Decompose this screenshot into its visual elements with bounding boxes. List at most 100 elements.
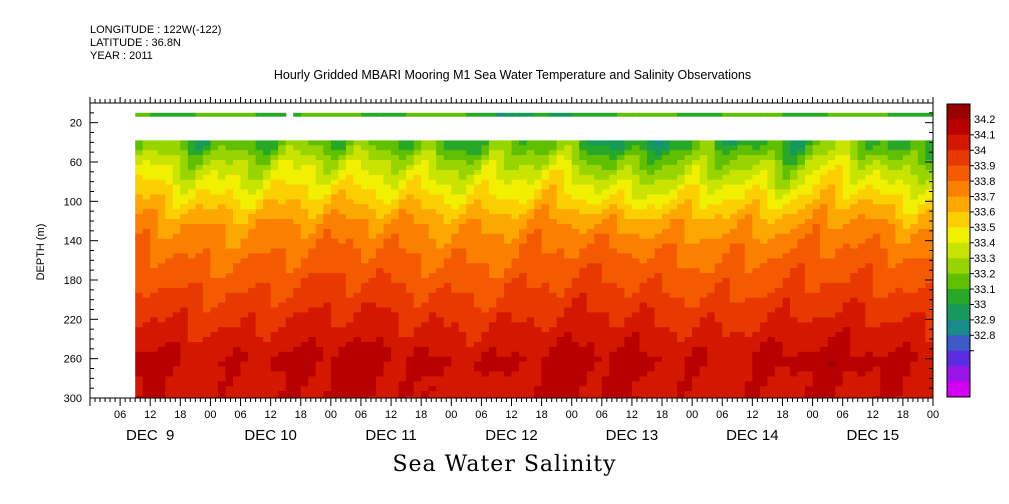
contour-cell [218,223,227,230]
contour-cell [707,233,716,240]
contour-cell [790,174,799,181]
contour-cell [699,263,708,269]
contour-cell [406,184,415,191]
contour-cell [526,327,535,333]
contour-cell [571,376,580,382]
contour-cell [631,391,641,397]
contour-cell [827,219,836,225]
contour-cell [639,164,648,171]
contour-cell [812,381,821,387]
contour-cell [398,194,407,200]
contour-cell [639,253,648,259]
contour-cell [376,302,385,309]
contour-cell [240,356,249,363]
contour-cell [677,342,686,348]
contour-cell [805,351,814,358]
contour-cell [616,282,626,289]
contour-cell [699,361,708,368]
contour-cell [240,214,249,220]
contour-cell [504,391,513,397]
contour-cell [278,337,287,343]
contour-cell [677,327,686,333]
contour-cell [526,381,535,387]
contour-cell [300,184,309,191]
contour-cell [707,209,716,215]
contour-cell [496,376,505,382]
contour-cell [707,297,716,304]
contour-cell [451,263,460,269]
contour-cell [564,209,573,215]
contour-cell [549,184,558,191]
contour-cell [511,169,520,176]
contour-cell [308,332,317,338]
contour-cell [549,204,558,210]
contour-cell [481,302,490,309]
contour-cell [564,381,573,387]
contour-cell [722,391,731,397]
contour-cell [526,258,535,264]
contour-cell [631,253,641,259]
contour-cell [488,346,498,353]
contour-cell [707,184,716,191]
contour-cell [391,371,400,377]
contour-cell [338,160,347,166]
contour-cell [330,150,340,156]
contour-cell [466,278,475,284]
contour-cell [820,376,829,382]
contour-cell [398,356,407,363]
contour-cell [263,263,272,269]
contour-cell [820,209,829,215]
contour-cell [466,332,475,338]
contour-cell [594,248,603,255]
contour-cell [165,351,174,358]
contour-cell [180,396,189,398]
contour-cell [774,268,784,274]
contour-cell [308,204,317,210]
contour-cell [534,140,543,146]
contour-cell [790,223,799,230]
contour-cell [391,258,400,264]
contour-cell [368,312,377,318]
contour-cell [315,351,324,358]
contour-cell [827,292,836,299]
contour-cell [323,164,332,171]
chart-title: Hourly Gridded MBARI Mooring M1 Sea Wate… [273,68,752,82]
contour-cell [361,332,370,338]
contour-cell [684,140,693,146]
contour-cell [842,174,851,181]
contour-cell [315,322,324,328]
contour-cell [714,268,723,274]
contour-cell [662,282,671,289]
contour-cell [353,346,362,353]
contour-cell [737,150,746,156]
contour-cell [263,150,272,156]
contour-cell [654,155,663,161]
contour-cell [722,386,731,392]
contour-cell [293,268,302,274]
contour-cell [466,258,475,264]
contour-cell [631,332,641,338]
contour-cell [684,317,693,323]
contour-cell [541,238,550,245]
contour-cell [669,273,678,279]
contour-cell [744,223,753,230]
contour-cell [654,209,663,215]
contour-cell [797,164,806,171]
contour-cell [549,268,558,274]
contour-cell [202,233,212,240]
contour-cell [504,209,513,215]
contour-cell [376,263,385,269]
contour-cell [383,263,392,269]
contour-cell [767,351,776,358]
contour-cell [466,342,475,348]
contour-cell [496,356,505,363]
contour-cell [180,317,189,323]
contour-cell [391,243,400,250]
contour-cell [180,376,189,382]
contour-cell [774,273,784,279]
contour-cell [270,150,279,156]
contour-cell [218,214,227,220]
contour-cell [662,356,671,363]
contour-cell [827,273,836,279]
contour-cell [361,150,370,156]
